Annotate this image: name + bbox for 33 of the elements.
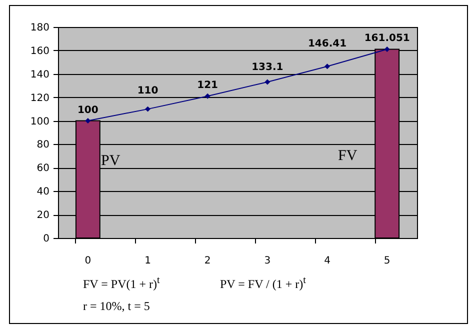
data-label: 133.1 — [252, 62, 284, 73]
text: PV = FV / (1 + r)$^{t}$ — [220, 275, 306, 291]
x-tick-label: 1 — [144, 256, 151, 266]
y-tick-label: 0 — [43, 234, 50, 244]
annotation: PV — [101, 153, 120, 169]
point — [204, 93, 210, 99]
x-tick-label: 2 — [204, 256, 211, 266]
text: r = 10%, t = 5 — [83, 299, 150, 313]
x-tick-label: 0 — [84, 256, 92, 266]
point — [145, 106, 150, 112]
x-tick-label: 4 — [324, 256, 330, 266]
y-tick-label: 80 — [36, 140, 50, 151]
y-tick-label: 60 — [36, 163, 50, 174]
annotation: FV — [338, 148, 358, 164]
data-label: 146.41 — [308, 38, 347, 50]
y-tick-label: 100 — [30, 116, 50, 128]
y-tick-label: 140 — [30, 69, 50, 80]
y-tick-label: 20 — [36, 210, 50, 222]
data-label: 121 — [197, 80, 218, 92]
y-tick-label: 120 — [30, 92, 50, 104]
point — [264, 79, 270, 85]
text: FV = PV(1 + r)$^{t}$ — [83, 275, 160, 291]
point — [324, 64, 330, 70]
data-label: 110 — [137, 85, 158, 96]
y-tick-label: 160 — [30, 46, 50, 57]
y-tick-label: 180 — [30, 22, 50, 34]
data-label: 100 — [77, 104, 98, 116]
y-tick-label: 40 — [36, 186, 50, 198]
point — [384, 46, 390, 52]
data-label: 161.051 — [364, 33, 410, 44]
x-tick-label: 3 — [264, 256, 271, 266]
point — [85, 118, 91, 124]
x-tick-label: 5 — [384, 256, 390, 266]
